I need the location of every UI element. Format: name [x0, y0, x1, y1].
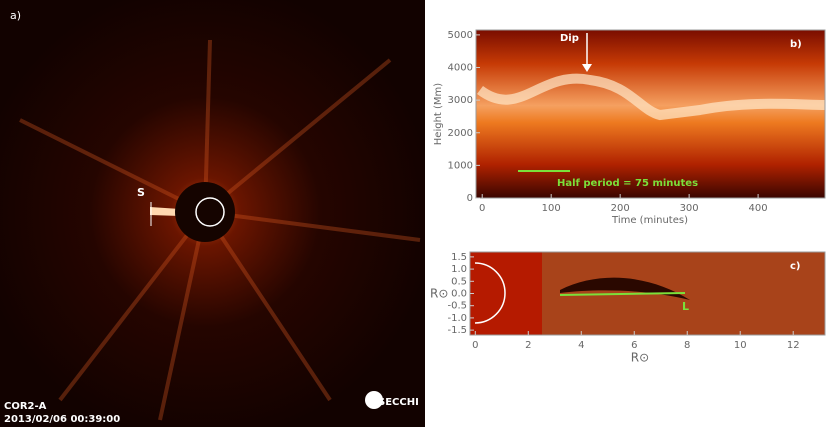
oscillation-trace [477, 73, 826, 121]
x-tick-label: 4 [578, 340, 584, 351]
marker-label: S [137, 186, 145, 199]
y-tick-label: 1000 [448, 160, 473, 171]
x-tick-label: 6 [631, 340, 637, 351]
x-tick-label: 0 [479, 203, 485, 214]
bright-streak [150, 207, 180, 216]
y-tick-label: -0.5 [447, 301, 467, 312]
y-tick-label: -1.5 [447, 325, 467, 336]
panel-c: L c) R⊙ R⊙ 0 2 4 6 8 10 12 1.51.00.5 0.0-0.5-1.0… [430, 251, 826, 365]
x-axis-label: Time (minutes) [611, 215, 688, 226]
y-tick-label: 1.0 [451, 264, 467, 275]
y-tick-label: 0.0 [451, 289, 467, 300]
streamers [19, 39, 421, 421]
solar-limb [195, 197, 225, 227]
timestamp: 2013/02/06 00:39:00 [4, 414, 120, 425]
x-tick-label: 100 [542, 203, 561, 214]
x-tick-label: 0 [472, 340, 478, 351]
l-line [559, 292, 686, 296]
y-tick-label: 2000 [448, 128, 473, 139]
x-tick-label: 400 [749, 203, 768, 214]
logo: SECCHI [378, 397, 419, 408]
panel-label: a) [10, 9, 21, 22]
x-axis-label: R⊙ [631, 351, 649, 365]
dip-arrowhead [582, 64, 592, 72]
occulter [470, 252, 542, 335]
x-tick-label: 10 [734, 340, 747, 351]
period-label: Half period = 75 minutes [557, 178, 698, 189]
y-tick-label: -1.0 [447, 313, 467, 324]
x-tick-label: 2 [525, 340, 531, 351]
y-axis-label: R⊙ [430, 287, 448, 301]
x-tick-label: 200 [611, 203, 630, 214]
x-tick-label: 8 [684, 340, 690, 351]
y-tick-label: 3000 [448, 95, 473, 106]
logo-icon [365, 391, 383, 409]
dip-label: Dip [560, 33, 579, 44]
x-tick-label: 12 [787, 340, 800, 351]
occulter [175, 182, 235, 242]
axes-frame [475, 29, 826, 199]
y-tick-label: 1.5 [451, 252, 467, 263]
panel-label: b) [790, 39, 802, 50]
solar-limb [474, 262, 506, 324]
y-tick-label: 0 [467, 193, 473, 204]
panel-label: c) [790, 261, 801, 272]
instrument: COR2-A [4, 401, 47, 412]
panel-b: Dip Half period = 75 minutes b) Time (mi… [433, 29, 826, 226]
y-tick-label: 0.5 [451, 276, 467, 287]
marker-label: L [682, 300, 689, 313]
cme-front [560, 277, 690, 300]
y-tick-label: 5000 [448, 30, 473, 41]
y-tick-label: 4000 [448, 63, 473, 74]
panel-a: a) S COR2-A 2013/02/06 00:39:00 SECCHI [0, 0, 425, 427]
x-tick-label: 300 [680, 203, 699, 214]
y-axis-label: Height (Mm) [433, 83, 444, 146]
